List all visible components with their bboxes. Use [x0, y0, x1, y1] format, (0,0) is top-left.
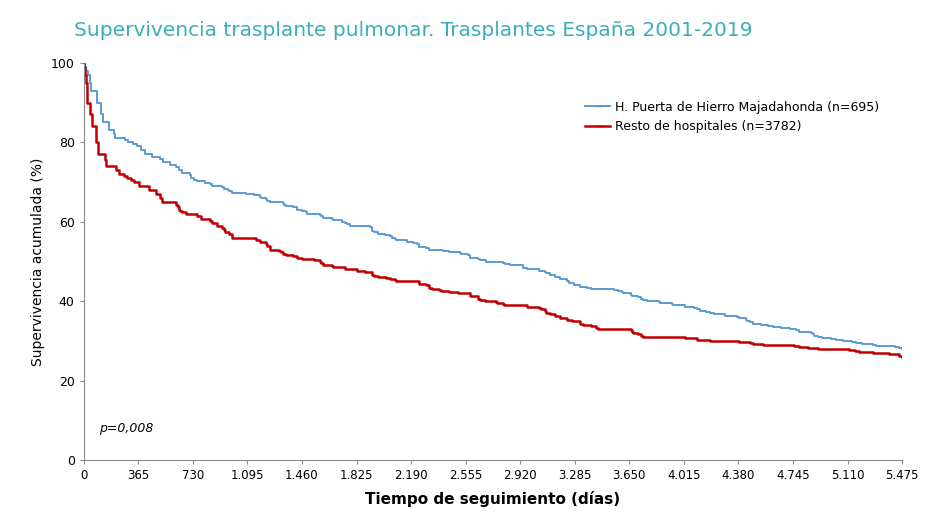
Line: H. Puerta de Hierro Majadahonda (n=695): H. Puerta de Hierro Majadahonda (n=695) — [84, 63, 902, 349]
H. Puerta de Hierro Majadahonda (n=695) — [109, 127, 120, 133]
Text: Supervivencia trasplante pulmonar. Trasplantes España 2001-2019: Supervivencia trasplante pulmonar. Trasp… — [74, 21, 753, 40]
H. Puerta de Hierro Majadahonda (n=695) — [260, 195, 272, 201]
Resto de hospitales (n=3782) — [85, 111, 96, 118]
H. Puerta de Hierro Majadahonda (n=695) — [414, 243, 425, 249]
Y-axis label: Supervivencia acumulada (%): Supervivencia acumulada (%) — [32, 157, 46, 366]
Line: Resto de hospitales (n=3782): Resto de hospitales (n=3782) — [84, 63, 902, 357]
Resto de hospitales (n=3782) — [679, 335, 690, 341]
Text: p=0,008: p=0,008 — [99, 423, 153, 436]
Resto de hospitales (n=3782) — [92, 151, 103, 157]
X-axis label: Tiempo de seguimiento (días): Tiempo de seguimiento (días) — [365, 491, 620, 507]
H. Puerta de Hierro Majadahonda (n=695) — [700, 308, 711, 314]
Resto de hospitales (n=3782) — [627, 328, 638, 335]
Legend: H. Puerta de Hierro Majadahonda (n=695), Resto de hospitales (n=3782): H. Puerta de Hierro Majadahonda (n=695),… — [585, 101, 880, 133]
H. Puerta de Hierro Majadahonda (n=695) — [897, 346, 908, 352]
H. Puerta de Hierro Majadahonda (n=695) — [277, 200, 288, 207]
Resto de hospitales (n=3782) — [884, 350, 895, 356]
Resto de hospitales (n=3782) — [78, 60, 89, 66]
Resto de hospitales (n=3782) — [465, 291, 476, 298]
H. Puerta de Hierro Majadahonda (n=695) — [78, 60, 89, 66]
Resto de hospitales (n=3782) — [897, 354, 908, 360]
H. Puerta de Hierro Majadahonda (n=695) — [146, 151, 157, 157]
